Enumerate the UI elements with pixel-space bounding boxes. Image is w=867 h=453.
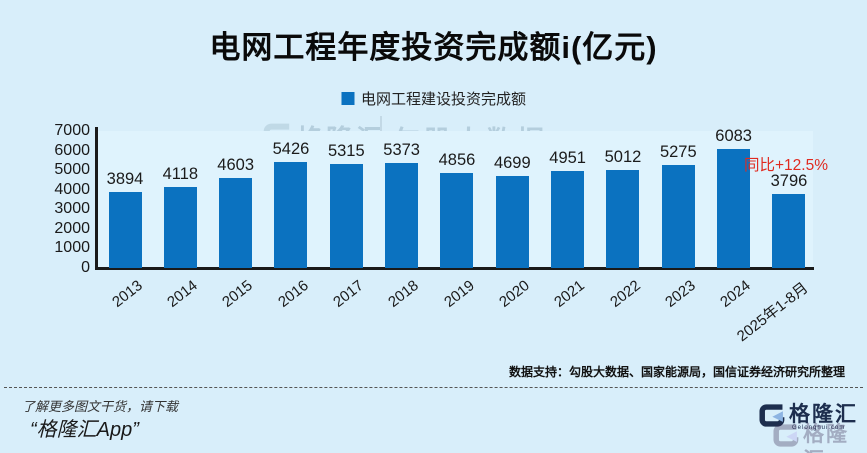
bar-2023 — [661, 164, 695, 268]
x-axis-tick-label: 2021 — [551, 277, 589, 311]
bar-value-label: 3796 — [770, 171, 808, 190]
bar-value-label: 6083 — [715, 126, 752, 145]
gelonghui-logo-ghost-icon — [772, 422, 799, 453]
x-axis-tick-label: 2020 — [496, 277, 533, 311]
y-axis-tick-label: 1000 — [54, 239, 90, 257]
footer-brand-text: 格隆汇 — [789, 403, 858, 426]
x-axis-tick-label: 2015 — [219, 277, 257, 311]
x-axis-tick-label: 2024 — [717, 277, 755, 311]
bar-2015 — [219, 177, 253, 268]
bar-2019 — [440, 172, 474, 268]
gelonghui-logo-icon — [758, 402, 785, 434]
bar-2018 — [385, 162, 419, 268]
bar-value-label: 4856 — [438, 150, 476, 169]
footer-promo-line1: 了解更多图文干货，请下载 — [22, 399, 179, 414]
x-axis-tick-label: 2022 — [606, 277, 644, 311]
bar-2024 — [717, 148, 751, 268]
legend: 电网工程建设投资完成额 — [340, 88, 527, 109]
x-axis-tick-label: 2017 — [330, 277, 367, 311]
yoy-annotation: 同比+12.5% — [744, 157, 829, 174]
y-axis-tick-label: 5000 — [54, 161, 90, 179]
y-axis-tick-label: 4000 — [54, 180, 90, 198]
gelonghui-logo: 格隆汇 — [758, 402, 858, 434]
footer-brand-url: Gelonghui.com — [792, 425, 846, 431]
bar-value-label: 5275 — [659, 142, 697, 161]
legend-swatch-icon — [340, 92, 354, 105]
bar-value-label: 3894 — [106, 169, 144, 188]
x-axis-tick-label: 2023 — [662, 277, 699, 311]
footer-brand-ghost-text: 格隆汇 — [803, 423, 849, 453]
bar-value-label: 4699 — [493, 154, 531, 173]
x-axis-tick-label: 2016 — [274, 277, 312, 311]
bar-value-label: 4951 — [549, 149, 586, 168]
bar-2013 — [108, 191, 142, 268]
legend-label: 电网工程建设投资完成额 — [360, 91, 527, 108]
bar-2017 — [329, 163, 363, 268]
bar-value-label: 5373 — [383, 140, 420, 159]
x-axis-tick-label: 2014 — [164, 277, 201, 311]
footer-promo-line2: “格隆汇App” — [30, 419, 139, 441]
bar-value-label: 5315 — [327, 141, 365, 160]
gelonghui-logo-reflection: 格隆汇 — [772, 422, 867, 453]
y-axis-tick-label: 3000 — [54, 200, 90, 218]
y-axis-line — [95, 127, 98, 270]
bar-2022 — [606, 169, 640, 268]
bar-2021 — [551, 171, 585, 268]
y-axis-tick-label: 7000 — [54, 122, 90, 139]
x-axis-tick-label: 2013 — [108, 277, 146, 311]
x-axis-tick-label: 2019 — [440, 277, 478, 311]
x-axis-tick-label: 2018 — [385, 277, 423, 311]
dashed-divider — [4, 387, 863, 388]
bar-value-label: 4603 — [217, 155, 255, 174]
y-axis-tick-label: 2000 — [54, 219, 90, 237]
bar-2014 — [163, 187, 197, 268]
bar-2025年1-8月 — [772, 193, 806, 268]
data-source-note: 数据支持：勾股大数据、国家能源局，国信证券经济研究所整理 — [508, 365, 845, 379]
chart-title: 电网工程年度投资完成额i(亿元) — [209, 30, 658, 65]
bar-value-label: 4118 — [162, 165, 199, 184]
bar-value-label: 5012 — [604, 147, 642, 166]
y-axis-tick-label: 0 — [81, 259, 90, 276]
bar-2016 — [274, 161, 308, 268]
bar-2020 — [495, 176, 529, 268]
x-axis-line — [95, 267, 814, 270]
bar-value-label: 5426 — [272, 139, 310, 158]
y-axis-tick-label: 6000 — [54, 141, 90, 159]
